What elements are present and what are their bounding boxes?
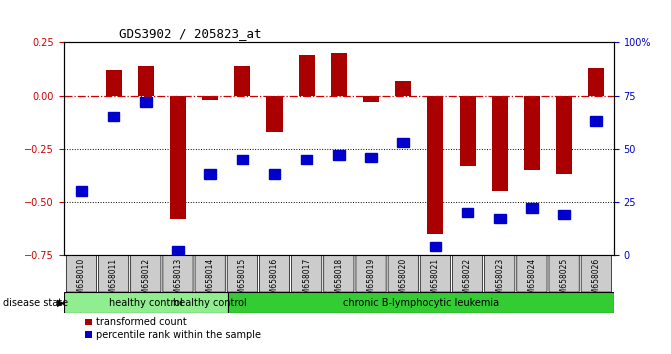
Bar: [268, 170, 280, 179]
Text: GSM658017: GSM658017: [302, 258, 311, 304]
Bar: [365, 153, 377, 162]
FancyBboxPatch shape: [356, 255, 386, 292]
Bar: [105, 70, 121, 96]
Text: healthy control: healthy control: [173, 298, 247, 308]
Bar: [299, 55, 315, 96]
FancyBboxPatch shape: [388, 255, 418, 292]
Bar: [427, 96, 444, 234]
Text: healthy control: healthy control: [109, 298, 183, 308]
FancyBboxPatch shape: [131, 255, 161, 292]
Bar: [170, 96, 186, 219]
Bar: [76, 187, 87, 196]
FancyBboxPatch shape: [323, 255, 354, 292]
FancyBboxPatch shape: [484, 255, 515, 292]
FancyBboxPatch shape: [99, 255, 129, 292]
Bar: [333, 150, 345, 160]
FancyBboxPatch shape: [549, 255, 579, 292]
FancyBboxPatch shape: [227, 255, 258, 292]
Text: chronic B-lymphocytic leukemia: chronic B-lymphocytic leukemia: [343, 298, 499, 308]
Bar: [524, 96, 540, 170]
Bar: [202, 96, 218, 100]
Bar: [363, 96, 379, 102]
Bar: [205, 170, 216, 179]
Bar: [494, 214, 505, 223]
Bar: [397, 138, 409, 147]
Legend: transformed count, percentile rank within the sample: transformed count, percentile rank withi…: [85, 318, 261, 340]
Text: GSM658023: GSM658023: [495, 258, 504, 304]
Text: GSM658025: GSM658025: [560, 258, 568, 304]
Bar: [429, 242, 441, 251]
Text: ▶: ▶: [57, 298, 64, 308]
Text: GSM658026: GSM658026: [592, 258, 601, 304]
Bar: [331, 53, 347, 96]
Text: GSM658021: GSM658021: [431, 258, 440, 304]
Bar: [140, 97, 152, 107]
Text: GSM658012: GSM658012: [142, 258, 150, 304]
Bar: [558, 210, 570, 219]
FancyBboxPatch shape: [66, 255, 97, 292]
FancyBboxPatch shape: [64, 292, 228, 313]
Text: GSM658018: GSM658018: [334, 258, 344, 304]
Text: GSM658015: GSM658015: [238, 258, 247, 304]
Text: GSM658016: GSM658016: [270, 258, 279, 304]
Bar: [266, 96, 282, 132]
Bar: [526, 204, 537, 213]
Text: GSM658024: GSM658024: [527, 258, 536, 304]
FancyBboxPatch shape: [517, 255, 547, 292]
Bar: [138, 66, 154, 96]
Bar: [395, 81, 411, 96]
Text: disease state: disease state: [3, 298, 68, 308]
FancyBboxPatch shape: [195, 255, 225, 292]
FancyBboxPatch shape: [228, 292, 614, 313]
FancyBboxPatch shape: [163, 255, 193, 292]
FancyBboxPatch shape: [420, 255, 450, 292]
Bar: [234, 66, 250, 96]
Bar: [588, 68, 605, 96]
Bar: [108, 112, 119, 121]
Bar: [172, 246, 184, 255]
Text: GSM658011: GSM658011: [109, 258, 118, 304]
Text: GSM658022: GSM658022: [463, 258, 472, 304]
Bar: [301, 155, 313, 164]
Text: GSM658020: GSM658020: [399, 258, 408, 304]
Bar: [460, 96, 476, 166]
Bar: [492, 96, 508, 191]
Text: GDS3902 / 205823_at: GDS3902 / 205823_at: [119, 27, 261, 40]
FancyBboxPatch shape: [260, 255, 290, 292]
Bar: [590, 116, 602, 126]
FancyBboxPatch shape: [452, 255, 482, 292]
Text: GSM658019: GSM658019: [366, 258, 376, 304]
Text: GSM658010: GSM658010: [77, 258, 86, 304]
Bar: [462, 208, 473, 217]
FancyBboxPatch shape: [292, 255, 322, 292]
Text: GSM658013: GSM658013: [174, 258, 183, 304]
FancyBboxPatch shape: [581, 255, 611, 292]
Bar: [556, 96, 572, 174]
Bar: [237, 155, 248, 164]
Text: GSM658014: GSM658014: [205, 258, 215, 304]
